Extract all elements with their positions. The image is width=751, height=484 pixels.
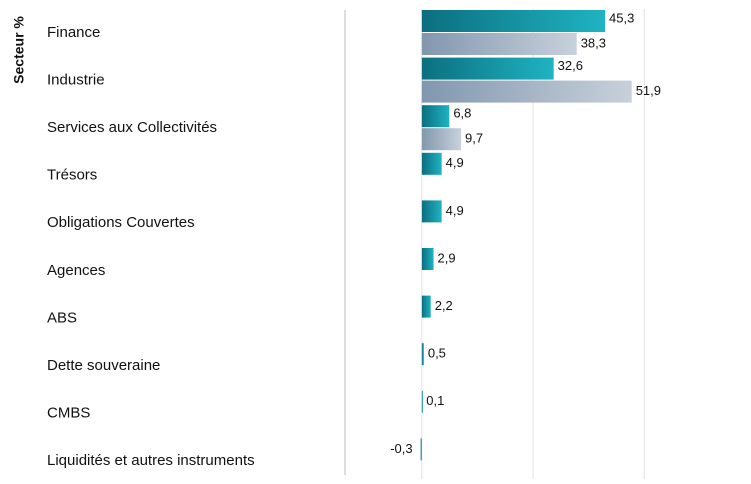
value-label: 38,3 (581, 35, 606, 50)
category-label: Liquidités et autres instruments (47, 452, 255, 469)
value-label: 2,9 (438, 250, 456, 265)
category-label: Finance (47, 24, 100, 41)
category-label: Obligations Couvertes (47, 214, 195, 231)
bar (420, 438, 422, 461)
category-label: Agences (47, 262, 105, 279)
axis-title: Secteur % (11, 16, 27, 84)
value-label: 51,9 (636, 83, 661, 98)
value-label: -0,3 (390, 441, 412, 456)
category-label: Industrie (47, 71, 105, 88)
category-label: Trésors (47, 167, 97, 184)
value-label: 0,5 (428, 346, 446, 361)
bar (421, 343, 424, 366)
bar (421, 248, 434, 270)
bar (421, 10, 606, 32)
value-label: 2,2 (435, 298, 453, 313)
value-label: 45,3 (609, 10, 634, 25)
category-label: Services aux Collectivités (47, 119, 217, 136)
bar (421, 80, 632, 103)
category-label: ABS (47, 309, 77, 326)
bar (421, 390, 423, 413)
value-label: 4,9 (446, 203, 464, 218)
value-label: 9,7 (465, 131, 483, 146)
category-label: CMBS (47, 405, 90, 422)
value-label: 0,1 (426, 393, 444, 408)
bar (421, 105, 450, 128)
bar (421, 128, 462, 151)
value-label: 4,9 (446, 155, 464, 170)
value-label: 32,6 (558, 58, 583, 73)
bar (421, 33, 577, 55)
bar (421, 295, 431, 318)
bar (421, 57, 554, 80)
value-label: 6,8 (453, 106, 471, 121)
category-label: Dette souveraine (47, 357, 160, 374)
bar (421, 152, 442, 175)
bar (421, 200, 442, 223)
